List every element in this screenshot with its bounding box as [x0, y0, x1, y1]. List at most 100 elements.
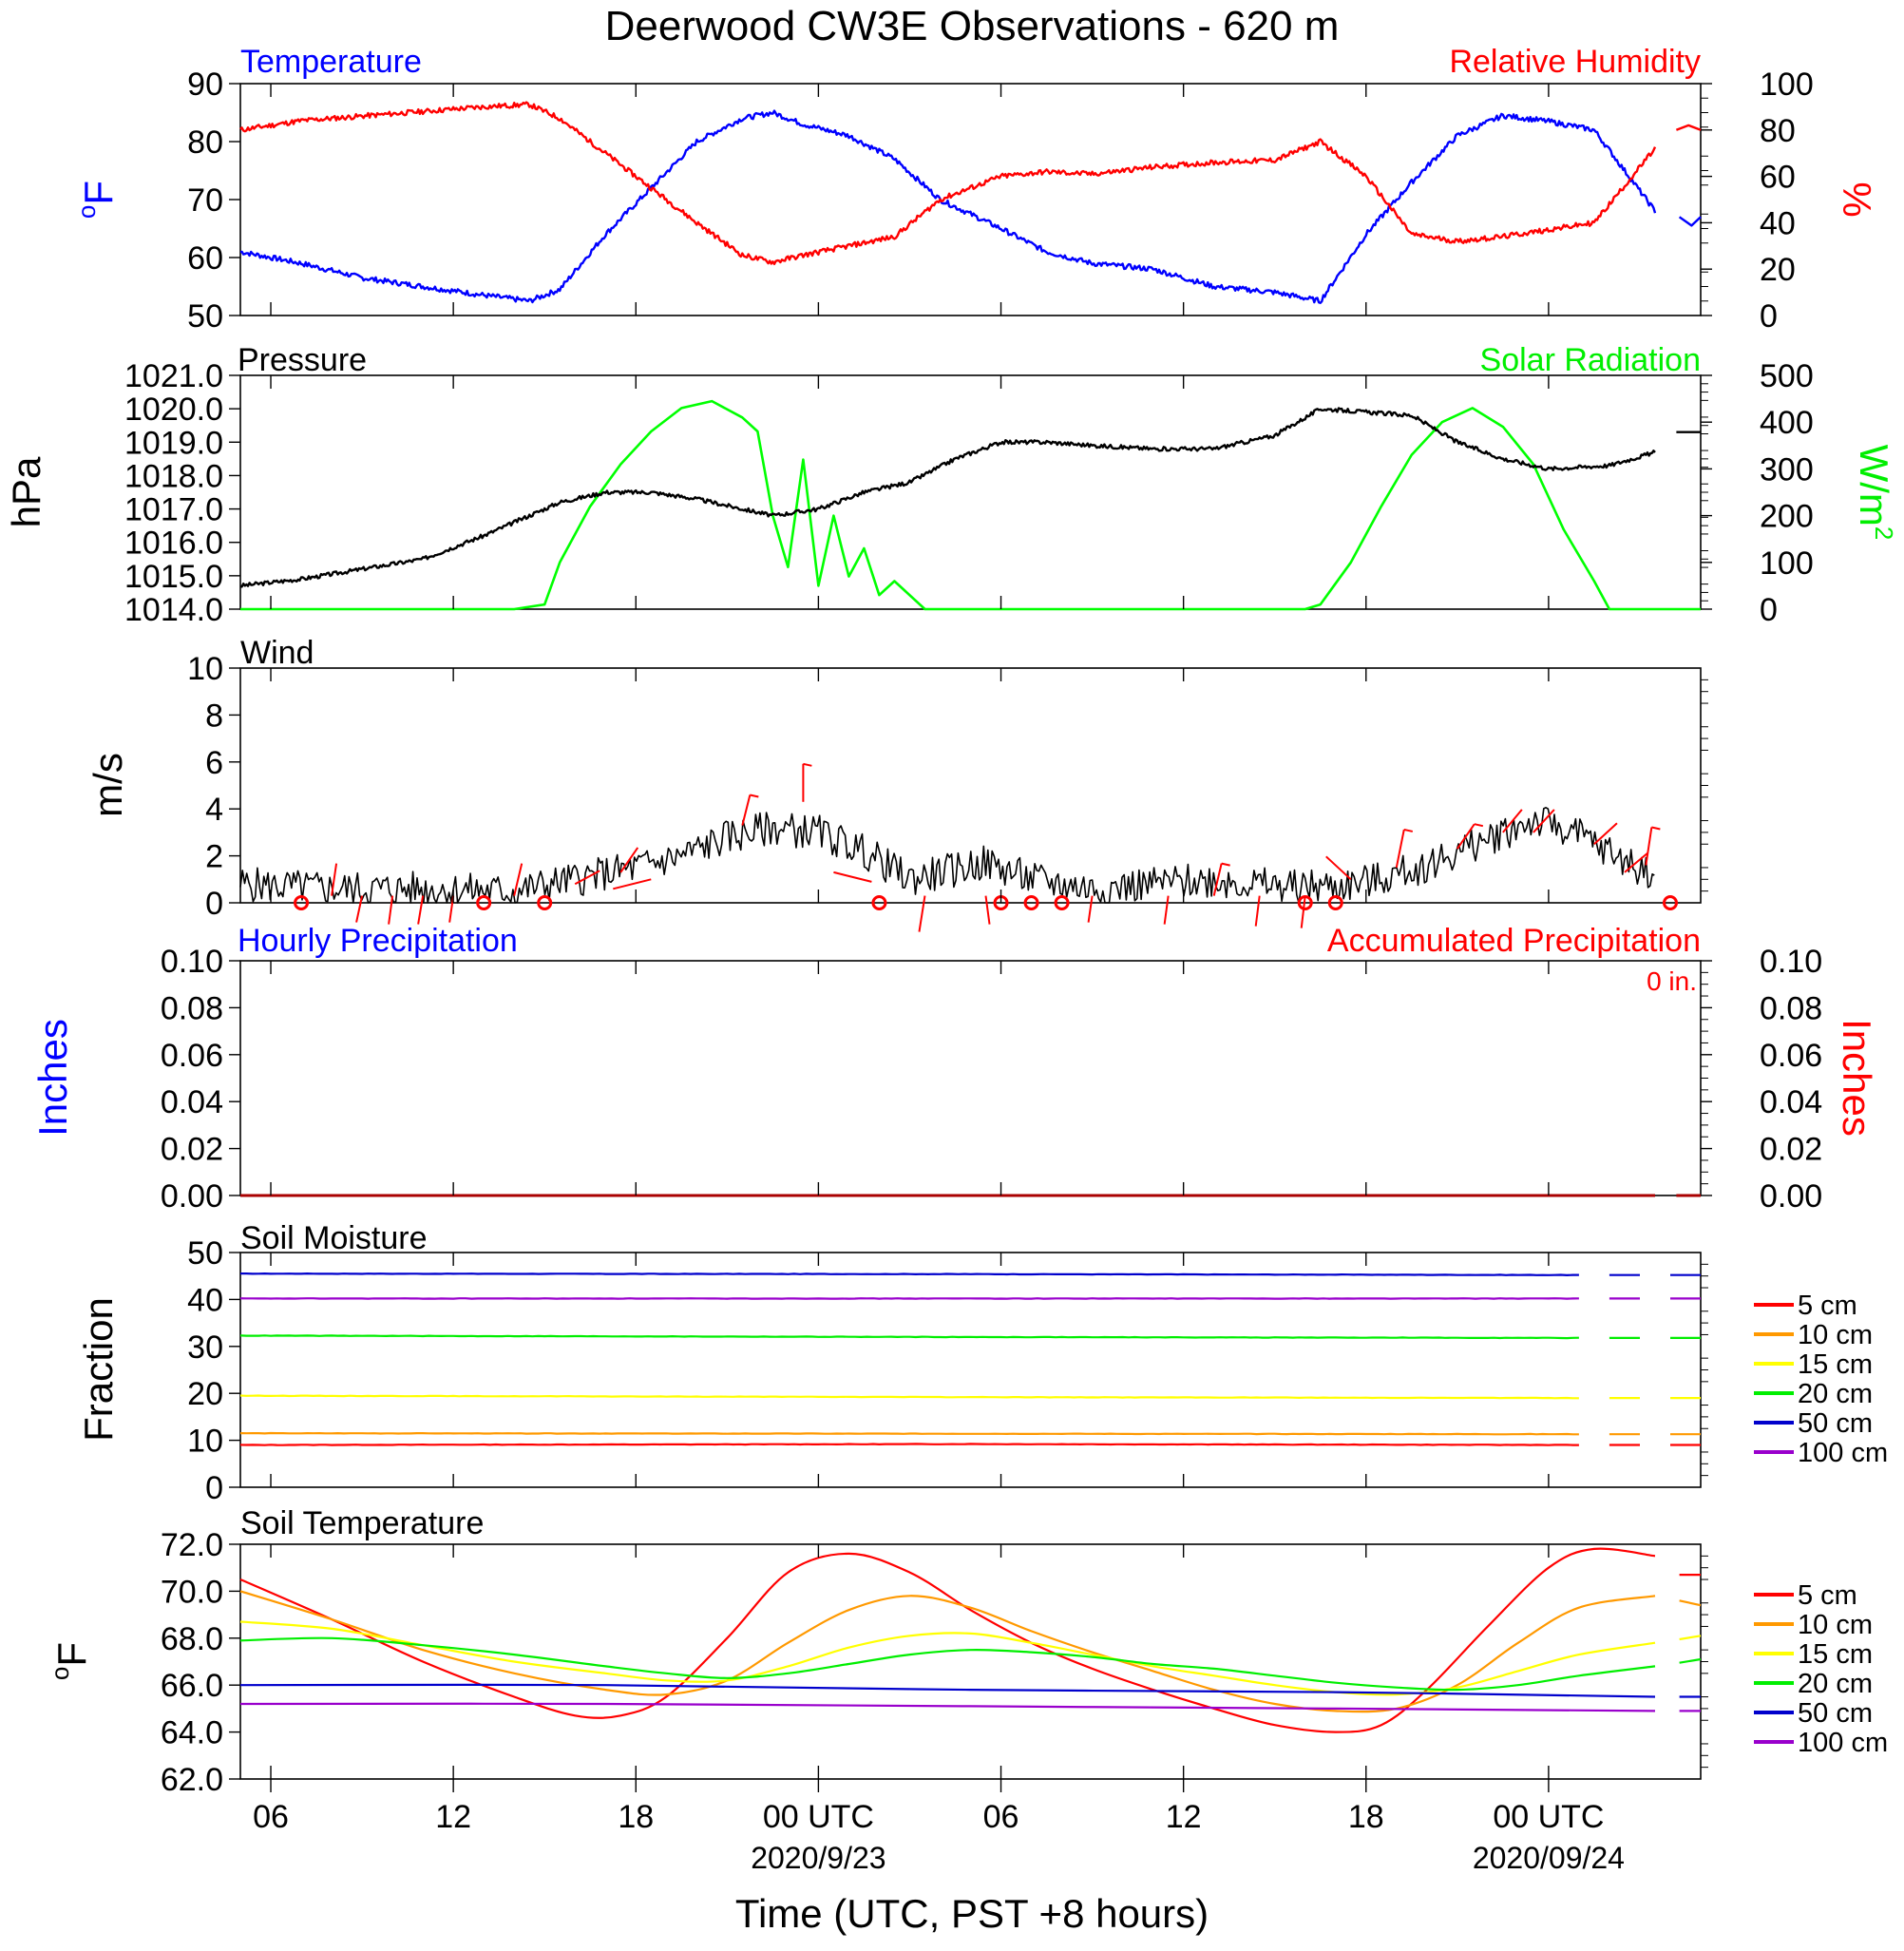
wind-barb [1254, 895, 1261, 927]
wind-barb-flag [1651, 826, 1661, 831]
x-tick-label: 12 [435, 1799, 471, 1835]
soil-temperature-axis-tick-label: 72.0 [161, 1527, 223, 1563]
soil-moisture-axis-tick-label: 20 [187, 1376, 223, 1412]
panel-temperature: Temperature Relative Humidity oF % 90 80 7… [72, 44, 1879, 335]
x-tick-label: 00 UTC [763, 1799, 874, 1835]
soil-moisture-axis-tick-label: 0 [205, 1470, 223, 1506]
calm-wind-marker [537, 895, 553, 910]
soil-moisture-axis-tick-label: 30 [187, 1329, 223, 1366]
pressure-axis-tick-label: 1016.0 [124, 526, 223, 562]
x-tick-date-label: 2020/9/23 [751, 1841, 885, 1875]
wind-axis-tick-label: 0 [205, 886, 223, 922]
soil-temperature-line [239, 1636, 1656, 1692]
pressure-axis-tick-label: 1014.0 [124, 592, 223, 628]
pressure-axis-tick-label: 1015.0 [124, 559, 223, 595]
temperature-axis-tick-label: 50 [187, 298, 223, 335]
wind-barb [1533, 809, 1555, 833]
solar-axis-tick-label: 200 [1760, 499, 1814, 535]
soil-temperature-line-tail [1679, 1657, 1702, 1664]
humidity-axis-tick-label: 20 [1760, 252, 1796, 288]
soil-temperature-line-tail [1679, 1635, 1702, 1641]
wind-barb [1212, 863, 1223, 896]
temperature-axis-tick-label: 70 [187, 182, 223, 219]
soil-moisture-legend-label: 100 cm [1798, 1438, 1888, 1468]
temperature-unit-label: oF [72, 181, 121, 219]
pressure-line [239, 407, 1656, 588]
wind-barb-flag [803, 762, 812, 767]
temperature-line [239, 109, 1657, 304]
soil-temperature-unit-label: oF [46, 1642, 94, 1680]
soil-temperature-axis-tick-label: 64.0 [161, 1715, 223, 1751]
x-tick-label: 00 UTC [1493, 1799, 1604, 1835]
wind-title: Wind [240, 635, 314, 671]
precip-axis-tick-label: 0.00 [161, 1178, 223, 1215]
pressure-title: Pressure [238, 342, 367, 378]
soil-temperature-axis-tick-label: 62.0 [161, 1762, 223, 1798]
soil-temperature-axis-tick-label: 68.0 [161, 1621, 223, 1657]
soil-moisture-line [239, 1394, 1579, 1400]
humidity-title: Relative Humidity [1449, 44, 1701, 80]
chart-title: Deerwood CW3E Observations - 620 m [605, 3, 1340, 49]
x-tick-label: 06 [253, 1799, 289, 1835]
hourly-precip-title: Hourly Precipitation [238, 923, 518, 959]
wind-barb [613, 878, 652, 890]
wind-speed-line [239, 807, 1655, 904]
soil-moisture-axis-tick-label: 40 [187, 1282, 223, 1318]
wind-axis-tick-label: 8 [205, 698, 223, 734]
x-tick-date-label: 2020/09/24 [1473, 1841, 1625, 1875]
solar-axis-tick-label: 100 [1760, 545, 1814, 582]
temperature-axis-tick-label: 90 [187, 67, 223, 103]
precip-axis-tick-label: 0.06 [161, 1038, 223, 1074]
hourly-precip-unit-label: Inches [30, 1019, 75, 1137]
humidity-axis-tick-label: 0 [1760, 298, 1778, 335]
wind-axis-tick-label: 4 [205, 792, 223, 828]
temperature-axis-tick-label: 80 [187, 124, 223, 161]
soil-temperature-legend-label: 50 cm [1798, 1698, 1873, 1729]
soil-moisture-legend-label: 20 cm [1798, 1379, 1873, 1409]
solar-axis-tick-label: 300 [1760, 451, 1814, 488]
temperature-title: Temperature [240, 44, 422, 80]
soil-temperature-legend-label: 20 cm [1798, 1669, 1873, 1699]
wind-barb [1593, 822, 1618, 845]
panel-wind: Wind m/s 10 8 6 4 2 0 [86, 635, 1708, 932]
pressure-axis-tick-label: 1019.0 [124, 425, 223, 461]
x-tick-label: 12 [1166, 1799, 1202, 1835]
wind-barb [388, 895, 394, 925]
soil-temperature-legend-label: 5 cm [1798, 1580, 1857, 1611]
wind-axis-tick-label: 10 [187, 651, 223, 687]
wind-barb-flag [1403, 828, 1414, 832]
soil-moisture-line [240, 1272, 1579, 1276]
humidity-unit-label: % [1835, 182, 1879, 217]
panel-soil-temperature: Soil Temperature oF 72.0 70.0 68.0 66.0 64.0… [46, 84, 1888, 1875]
wind-barb [1624, 852, 1648, 873]
soil-moisture-axis-tick-label: 10 [187, 1424, 223, 1460]
wind-barb [574, 870, 600, 886]
pressure-axis-tick-label: 1021.0 [124, 358, 223, 394]
accum-precip-total: 0 in. [1647, 966, 1697, 996]
pressure-axis-tick-label: 1020.0 [124, 392, 223, 428]
precip-axis-tick-label: 0.04 [161, 1084, 223, 1120]
soil-temperature-line [239, 1620, 1656, 1696]
x-tick-label: 18 [1348, 1799, 1384, 1835]
humidity-axis-tick-label: 80 [1760, 113, 1796, 149]
soil-temperature-line [239, 1702, 1656, 1712]
x-axis-label: Time (UTC, PST +8 hours) [735, 1891, 1209, 1936]
soil-temperature-legend-label: 10 cm [1798, 1610, 1873, 1640]
precip-axis-tick-label: 0.02 [161, 1132, 223, 1168]
humidity-line-tail [1675, 124, 1702, 131]
wind-barb [1502, 809, 1523, 833]
wind-barb-flag [750, 794, 759, 798]
panel-precipitation: Hourly Precipitation Accumulated Precipi… [30, 923, 1879, 1215]
pressure-axis-tick-label: 1018.0 [124, 458, 223, 494]
pressure-axis-tick-label: 1017.0 [124, 492, 223, 528]
calm-wind-marker [476, 895, 492, 910]
soil-moisture-axis-tick-label: 50 [187, 1235, 223, 1272]
soil-moisture-line [239, 1334, 1579, 1340]
soil-moisture-legend-label: 5 cm [1798, 1291, 1857, 1321]
wind-barb-flag [1221, 862, 1230, 867]
soil-temperature-axis-tick-label: 70.0 [161, 1574, 223, 1610]
soil-temperature-legend-label: 15 cm [1798, 1639, 1873, 1670]
humidity-line [239, 101, 1657, 265]
accum-precip-unit-label: Inches [1835, 1019, 1879, 1137]
soil-moisture-unit-label: Fraction [76, 1297, 121, 1442]
